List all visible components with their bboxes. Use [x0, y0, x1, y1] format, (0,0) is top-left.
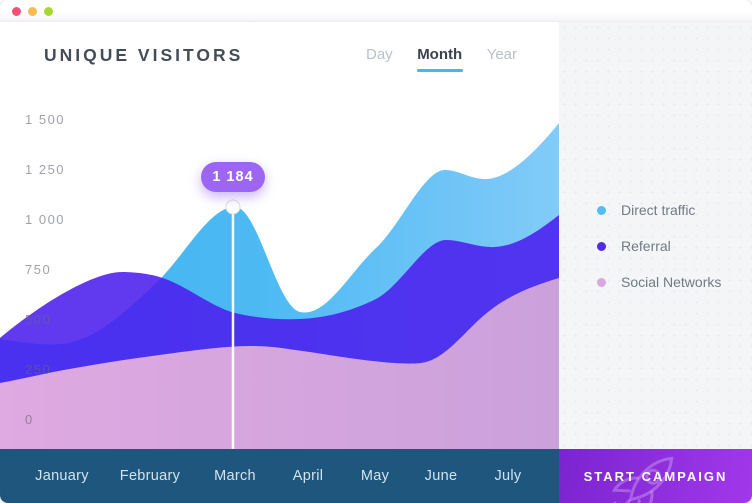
- y-axis-tick: 1 000: [25, 212, 66, 227]
- legend-item-social-networks[interactable]: Social Networks: [597, 272, 752, 292]
- minimize-window-button[interactable]: [28, 7, 37, 16]
- month-axis-bar: January February March April May June Ju…: [0, 449, 559, 503]
- tab-month-label: Month: [417, 46, 463, 63]
- chart-tooltip-value: 1 184: [212, 169, 254, 185]
- month-label-april[interactable]: April: [292, 468, 324, 484]
- traffic-lights: [12, 7, 53, 16]
- tab-active-underline: [416, 69, 463, 72]
- y-axis-tick: 1 250: [25, 162, 66, 177]
- legend-item-label: Referral: [621, 238, 671, 254]
- legend-item-referral[interactable]: Referral: [597, 236, 752, 256]
- month-label-may[interactable]: May: [360, 468, 390, 484]
- titlebar: [0, 0, 752, 22]
- month-label-july[interactable]: July: [494, 468, 522, 484]
- legend-dot-icon: [597, 205, 606, 215]
- area-social-networks: [0, 278, 559, 449]
- y-axis-tick: 750: [25, 262, 52, 277]
- chart-tooltip: 1 184: [201, 162, 265, 192]
- period-tabs: Day Month Year: [366, 46, 517, 72]
- tab-year[interactable]: Year: [487, 46, 517, 72]
- chart-marker-dot: [225, 199, 241, 215]
- tab-year-label: Year: [486, 46, 517, 63]
- start-campaign-button[interactable]: START CAMPAIGN: [559, 449, 752, 503]
- legend-panel: Direct traffic Referral Social Networks: [559, 22, 752, 449]
- rocket-icon: [611, 456, 674, 503]
- close-window-button[interactable]: [12, 7, 21, 16]
- chart-area: 1 500 1 250 1 000 750 500 250 0 1 184: [0, 22, 559, 449]
- month-label-march[interactable]: March: [214, 468, 256, 484]
- month-label-january[interactable]: January: [35, 468, 89, 484]
- page-title: UNIQUE VISITORS: [44, 45, 244, 65]
- legend-dot-icon: [597, 241, 606, 251]
- y-axis-tick: 1 500: [25, 112, 66, 127]
- legend-dot-icon: [597, 277, 606, 287]
- visitors-area-chart[interactable]: [0, 22, 559, 449]
- tab-month[interactable]: Month: [416, 46, 463, 72]
- legend-item-direct-traffic[interactable]: Direct traffic: [597, 200, 752, 220]
- legend-item-label: Social Networks: [621, 274, 722, 290]
- month-label-february[interactable]: February: [119, 468, 181, 484]
- tab-day[interactable]: Day: [366, 46, 393, 72]
- y-axis-tick: 250: [25, 362, 52, 377]
- y-axis-tick: 500: [25, 312, 52, 327]
- month-label-june[interactable]: June: [424, 468, 458, 484]
- tab-day-label: Day: [366, 46, 393, 63]
- legend-item-label: Direct traffic: [621, 202, 696, 218]
- zoom-window-button[interactable]: [44, 7, 53, 16]
- start-campaign-label: START CAMPAIGN: [583, 468, 728, 484]
- y-axis-tick: 0: [25, 412, 34, 427]
